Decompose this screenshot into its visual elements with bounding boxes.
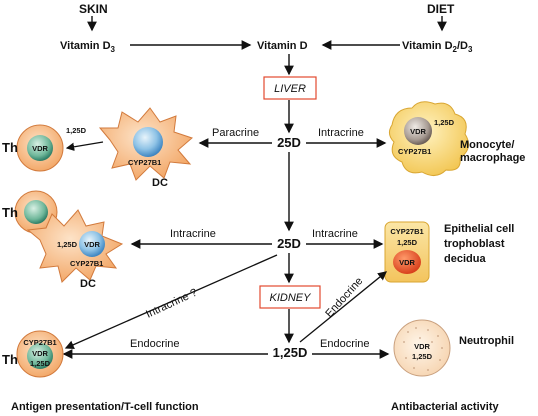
intracrine-top-label: Intracrine	[318, 127, 364, 139]
th-bottom-enzyme: CYP27B1	[23, 338, 56, 347]
monocyte-enzyme: CYP27B1	[398, 147, 431, 156]
kidney-box	[259, 285, 321, 309]
epithelial-label-2: trophoblast	[444, 238, 505, 250]
epithelial-label-3: decidua	[444, 253, 486, 265]
th-top-vdr: VDR	[32, 144, 48, 153]
endocrine-right-label: Endocrine	[320, 338, 370, 350]
endocrine-up-arrow	[299, 271, 388, 343]
monocyte-cell: VDR 1,25D CYP27B1	[388, 101, 470, 176]
monocyte-label-1: Monocyte/	[460, 139, 514, 151]
th-cell-top: VDR	[16, 124, 64, 172]
neutrophil-vdr: VDR	[414, 342, 430, 351]
metabolite-125d-bottom: 1,25D	[273, 345, 308, 360]
th-top-label: Th	[2, 140, 18, 155]
footer-right: Antibacterial activity	[391, 401, 499, 413]
endocrine-left-label: Endocrine	[130, 338, 180, 350]
intracrine-question-arrow	[64, 254, 278, 350]
dc-mid-125d: 1,25D	[57, 240, 78, 249]
intracrine-question-label: Intracrine ?	[144, 287, 199, 321]
dc-top-enzyme: CYP27B1	[128, 158, 161, 167]
th-top-125d: 1,25D	[66, 126, 87, 135]
dc-mid-vdr: VDR	[84, 240, 100, 249]
monocyte-vdr: VDR	[410, 127, 426, 136]
metabolite-25d-top: 25D	[277, 135, 301, 150]
neutrophil-label: Neutrophil	[459, 335, 514, 347]
th-bottom-125d: 1,25D	[30, 359, 51, 368]
dc-top-label: DC	[152, 177, 168, 189]
metabolite-25d-mid: 25D	[277, 236, 301, 251]
epithelial-125d: 1,25D	[397, 238, 418, 247]
vitamin-d3-node: Vitamin D3	[60, 40, 116, 54]
intracrine-mid-right-label: Intracrine	[312, 228, 358, 240]
th-cell-mid	[14, 190, 58, 234]
th-mid-label: Th	[2, 205, 18, 220]
th-cell-bottom: CYP27B1 VDR 1,25D	[16, 330, 64, 378]
dc-to-th-top-arrow	[65, 141, 104, 151]
paracrine-label: Paracrine	[212, 127, 259, 139]
vitamin-d2d3-node: Vitamin D2/D3	[402, 40, 473, 54]
epithelial-cell: CYP27B1 1,25D VDR	[384, 221, 430, 283]
th-bottom-vdr: VDR	[32, 349, 48, 358]
epithelial-enzyme: CYP27B1	[390, 227, 423, 236]
intracrine-mid-left-label: Intracrine	[170, 228, 216, 240]
epithelial-vdr: VDR	[399, 258, 415, 267]
th-bottom-label: Th	[2, 352, 18, 367]
kidney-label: KIDNEY	[270, 292, 312, 304]
dc-mid-enzyme: CYP27B1	[70, 259, 103, 268]
skin-label: SKIN	[79, 2, 108, 16]
liver-box	[263, 76, 317, 100]
monocyte-label-2: macrophage	[460, 152, 525, 164]
liver-label: LIVER	[274, 83, 306, 95]
dc-mid-label: DC	[80, 278, 96, 290]
epithelial-label-1: Epithelial cell	[444, 223, 514, 235]
vitamin-d-node: Vitamin D	[257, 40, 308, 52]
dc-cell-mid: VDR 1,25D CYP27B1	[26, 209, 124, 283]
neutrophil-cell: VDR 1,25D	[393, 319, 451, 377]
endocrine-up-label: Endocrine	[323, 275, 365, 320]
diet-label: DIET	[427, 2, 455, 16]
footer-left: Antigen presentation/T-cell function	[11, 401, 199, 413]
monocyte-125d: 1,25D	[434, 118, 455, 127]
neutrophil-125d: 1,25D	[412, 352, 433, 361]
dc-cell-top: CYP27B1	[98, 107, 193, 181]
